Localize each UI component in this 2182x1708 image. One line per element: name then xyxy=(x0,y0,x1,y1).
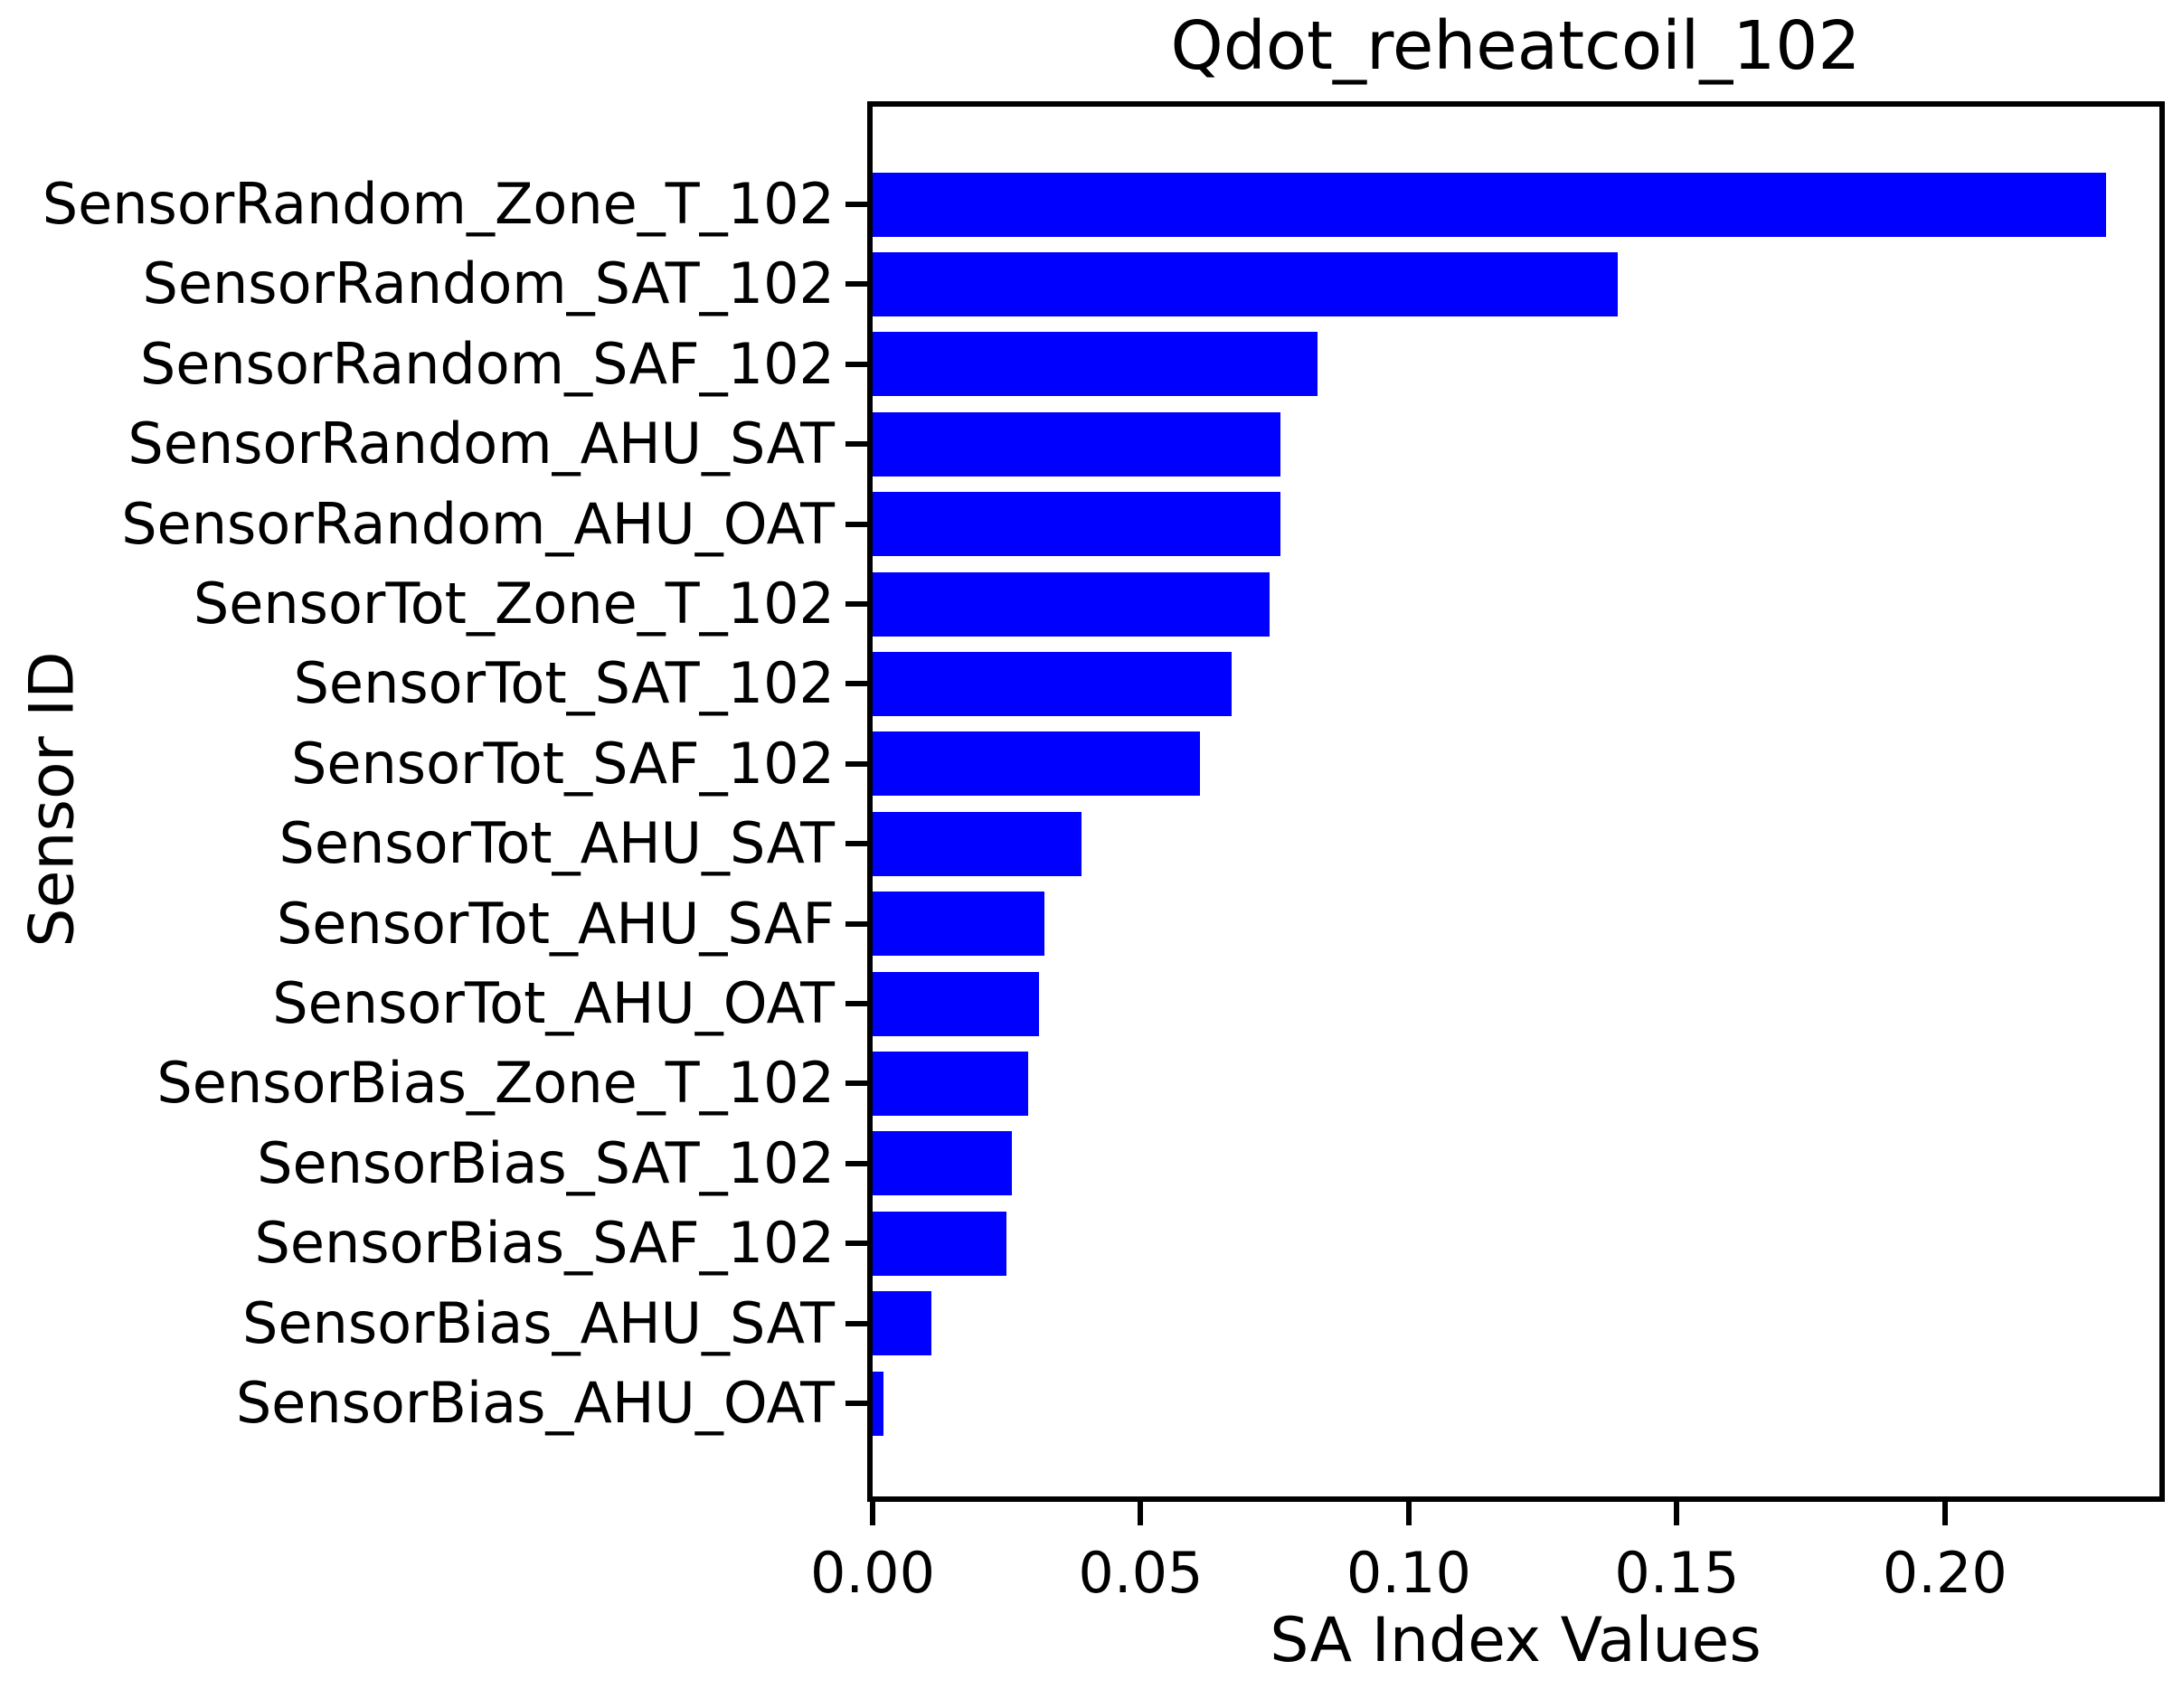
y-tick-mark xyxy=(845,681,867,687)
x-tick-label: 0.05 xyxy=(1078,1540,1204,1606)
bar-SensorRandom_AHU_OAT xyxy=(873,492,1280,557)
bar-SensorRandom_Zone_T_102 xyxy=(873,172,2106,237)
y-tick-mark xyxy=(845,202,867,207)
y-tick-mark xyxy=(845,521,867,527)
x-tick-label: 0.15 xyxy=(1614,1540,1740,1606)
y-tick-mark xyxy=(845,1001,867,1006)
bar-SensorBias_AHU_OAT xyxy=(873,1371,883,1436)
bar-SensorBias_SAT_102 xyxy=(873,1131,1013,1196)
bar-SensorRandom_SAF_102 xyxy=(873,332,1318,397)
y-tick-label: SensorTot_AHU_SAF xyxy=(276,890,835,957)
y-tick-mark xyxy=(845,1080,867,1087)
bar-SensorTot_SAF_102 xyxy=(873,731,1200,797)
y-tick-mark xyxy=(845,841,867,847)
y-tick-label: SensorTot_AHU_OAT xyxy=(272,970,835,1036)
y-tick-label: SensorBias_SAF_102 xyxy=(254,1210,836,1277)
x-tick-mark xyxy=(1405,1502,1412,1525)
y-tick-mark xyxy=(845,1160,867,1166)
y-tick-label: SensorRandom_SAF_102 xyxy=(139,330,835,397)
bar-SensorTot_AHU_SAT xyxy=(873,811,1082,876)
x-tick-label: 0.20 xyxy=(1882,1540,2007,1606)
bar-SensorBias_SAF_102 xyxy=(873,1211,1007,1276)
bar-SensorRandom_AHU_SAT xyxy=(873,411,1280,477)
y-tick-label: SensorRandom_AHU_OAT xyxy=(121,490,835,557)
x-tick-mark xyxy=(870,1502,875,1525)
y-tick-mark xyxy=(845,1401,867,1406)
y-tick-mark xyxy=(845,760,867,767)
y-tick-label: SensorBias_AHU_OAT xyxy=(235,1370,835,1436)
y-tick-label: SensorRandom_SAT_102 xyxy=(142,250,835,317)
y-tick-mark xyxy=(845,441,867,448)
x-axis-label: SA Index Values xyxy=(1270,1605,1762,1676)
bar-SensorTot_Zone_T_102 xyxy=(873,571,1270,637)
y-tick-mark xyxy=(845,281,867,288)
y-tick-mark xyxy=(845,1241,867,1247)
y-tick-label: SensorTot_Zone_T_102 xyxy=(193,571,835,637)
bar-SensorTot_AHU_SAF xyxy=(873,892,1044,957)
y-tick-label: SensorTot_AHU_SAT xyxy=(279,810,836,877)
x-tick-mark xyxy=(1138,1502,1144,1525)
bar-SensorRandom_SAT_102 xyxy=(873,251,1619,316)
chart-title: Qdot_reheatcoil_102 xyxy=(1170,7,1861,85)
x-tick-mark xyxy=(1941,1502,1948,1525)
plot-frame xyxy=(867,101,2165,1502)
bar-SensorBias_Zone_T_102 xyxy=(873,1051,1028,1116)
y-tick-mark xyxy=(845,1320,867,1326)
y-tick-label: SensorTot_SAT_102 xyxy=(293,650,835,717)
x-tick-mark xyxy=(1674,1502,1680,1525)
x-tick-label: 0.10 xyxy=(1346,1540,1471,1606)
y-tick-mark xyxy=(845,361,867,367)
plot-area xyxy=(873,107,2159,1496)
y-tick-label: SensorRandom_Zone_T_102 xyxy=(42,171,835,237)
y-tick-label: SensorTot_SAF_102 xyxy=(290,730,835,797)
bar-SensorTot_SAT_102 xyxy=(873,651,1233,716)
bar-SensorTot_AHU_OAT xyxy=(873,971,1039,1036)
y-tick-label: SensorBias_Zone_T_102 xyxy=(156,1050,835,1117)
bar-SensorBias_AHU_SAT xyxy=(873,1291,932,1356)
x-tick-label: 0.00 xyxy=(809,1540,936,1606)
y-tick-label: SensorBias_AHU_SAT xyxy=(242,1289,835,1356)
y-tick-label: SensorBias_SAT_102 xyxy=(257,1129,835,1196)
y-tick-mark xyxy=(845,920,867,927)
y-tick-mark xyxy=(845,601,867,607)
y-tick-label: SensorRandom_AHU_SAT xyxy=(128,410,835,477)
